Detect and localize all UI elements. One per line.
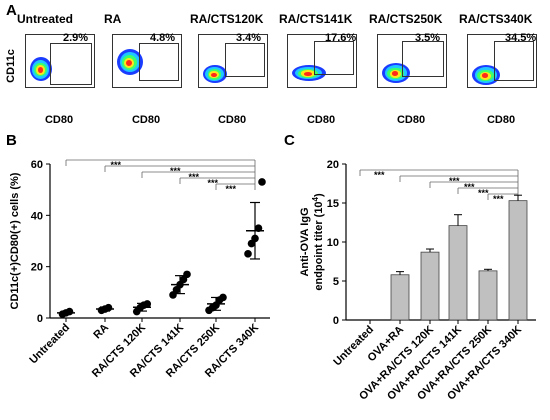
density-layer [303,71,312,76]
gate-rectangle [314,41,354,75]
sig-label: *** [208,178,219,188]
data-point [65,307,74,316]
y-tick-label: 0 [37,313,43,325]
y-label-superscript: 4 [311,196,320,201]
panel-a-letter: A [6,2,17,19]
y-tick-label: 20 [327,159,339,171]
gate-rectangle [50,43,92,85]
y-tick-label: 40 [31,210,43,222]
y-tick-label: 20 [31,262,43,274]
gate-rectangle [402,41,444,77]
y-tick-label: 60 [31,159,43,171]
flow-plot-title: RA/CTS340K [459,12,533,26]
flow-plot [112,34,182,88]
flow-plot-xlabel: CD80 [44,114,74,126]
sig-label: *** [189,172,200,182]
flow-plot [25,34,95,88]
panel-c-letter: C [284,132,295,149]
panel-a-ylabel: CD11c [4,49,17,83]
panel-c-bar-chart: 0 5 10 15 20 Anti-OVA IgG endpoint titer (104)… [299,159,536,403]
flow-plot-title: RA/CTS250K [369,12,443,26]
sig-label: *** [374,170,385,180]
flow-plot-xlabel: CD80 [217,114,247,126]
x-tick-label: Untreated [27,322,72,367]
sig-label: *** [478,188,489,198]
gate-percentage: 17.6% [325,32,357,44]
sig-label: *** [464,182,475,192]
data-point [258,178,266,186]
y-tick-label: 15 [327,198,339,210]
gate-percentage: 34.5% [505,32,537,44]
flow-plot [287,34,357,88]
x-tick-label: RA [91,322,111,342]
y-tick-label: 5 [333,276,339,288]
bar [390,274,410,321]
gate-percentage: 3.4% [236,32,262,44]
density-layer [37,67,43,73]
sig-label: *** [111,160,122,170]
sig-label: *** [493,194,504,204]
flow-plot-title: Untreated [17,12,74,26]
gate-rectangle [225,43,265,77]
sig-label: *** [449,176,460,186]
gate-percentage: 4.8% [150,32,176,44]
data-point [183,270,191,279]
flow-plot-title: RA/CTS120K [190,12,264,26]
data-point [143,300,152,308]
y-axis-label: CD11c(+)CD80(+) cells (%) [9,172,21,309]
bar [448,225,468,321]
y-tick-label: 10 [327,237,339,249]
flow-plot [198,34,268,88]
y-label-text: endpoint titer (10 [313,201,325,290]
gate-rectangle [494,41,534,81]
x-tick-label: Untreated [331,324,376,369]
sig-label: *** [170,166,181,176]
bar [420,251,440,321]
y-tick-label: 0 [333,315,339,327]
panel-b-scatter-chart: 0 20 40 60 CD11c(+)CD80(+) cells (%) *** *** **… [9,159,270,380]
panel-b-letter: B [6,132,17,149]
bar [508,200,528,321]
y-axis-label-line1: Anti-OVA IgG [299,207,311,276]
data-point [104,303,113,312]
data-point [219,293,227,302]
bar [478,270,498,321]
density-layer [125,59,133,67]
flow-plot-title: RA [104,12,122,26]
flow-plot [377,34,447,88]
density-layer [481,73,489,79]
data-point [244,250,252,258]
gate-rectangle [139,43,179,81]
gate-percentage: 2.9% [63,32,89,44]
flow-plot-title: RA/CTS141K [279,12,353,26]
sig-label: *** [226,184,237,194]
data-point [254,224,263,232]
data-point [251,234,259,243]
flow-plot-xlabel: CD80 [396,114,426,126]
flow-plot-xlabel: CD80 [131,114,161,126]
y-label-close: ) [313,193,325,197]
gate-percentage: 3.5% [415,32,441,44]
density-layer [211,72,217,77]
flow-plot-xlabel: CD80 [486,114,516,126]
flow-plot-xlabel: CD80 [306,114,336,126]
density-layer [391,71,399,77]
flow-plot [467,34,537,88]
y-axis-label-line2: endpoint titer (104) [311,193,325,291]
